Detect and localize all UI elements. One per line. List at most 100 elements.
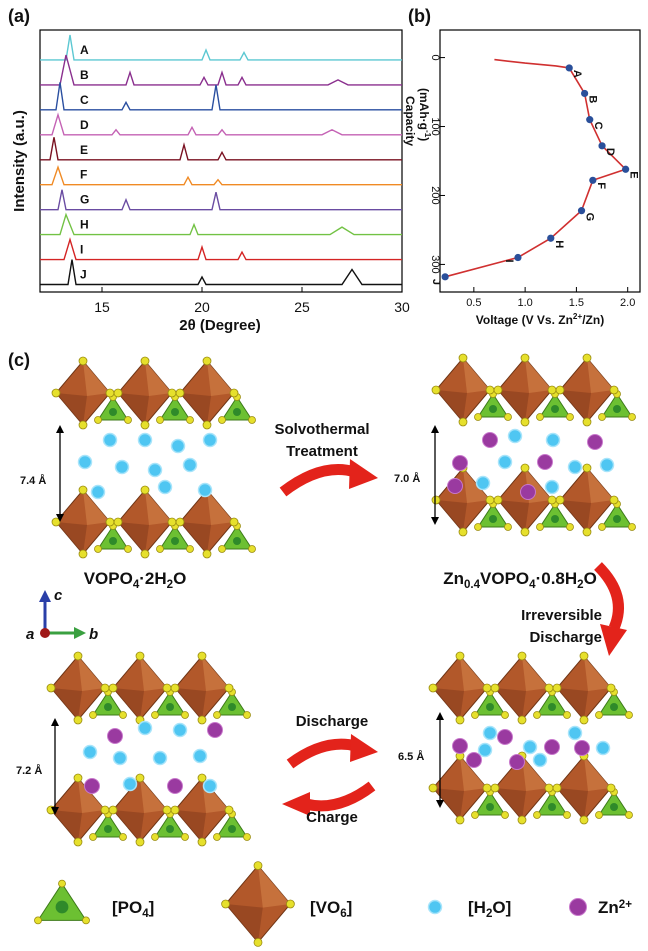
water bbox=[174, 724, 187, 737]
p-atom bbox=[613, 405, 621, 413]
oxygen-atom bbox=[596, 712, 603, 719]
vo6-facet bbox=[145, 490, 172, 525]
oxygen-atom bbox=[429, 684, 437, 692]
arrow-head bbox=[436, 712, 444, 720]
panel-label: (a) bbox=[8, 6, 30, 26]
y-axis-label: Intensity (a.u.) bbox=[11, 110, 28, 212]
water bbox=[597, 742, 610, 755]
p-atom bbox=[489, 405, 497, 413]
oxygen-atom bbox=[486, 496, 494, 504]
xrd-pattern bbox=[40, 35, 402, 60]
oxygen-atom bbox=[545, 784, 553, 792]
oxygen-atom bbox=[553, 684, 561, 692]
vo6-facet bbox=[51, 810, 82, 842]
xrd-pattern bbox=[40, 167, 402, 185]
vo6-facet bbox=[436, 500, 467, 532]
water bbox=[499, 456, 512, 469]
process-label: Treatment bbox=[286, 443, 358, 460]
oxygen-atom bbox=[599, 524, 606, 531]
vo6-facet bbox=[463, 358, 490, 393]
vo6-facet bbox=[202, 656, 229, 691]
water bbox=[114, 752, 127, 765]
oxygen-atom bbox=[106, 518, 114, 526]
arrow bbox=[290, 744, 356, 764]
vo6-facet bbox=[584, 756, 611, 791]
vo6-facet bbox=[525, 358, 552, 393]
zn-ion bbox=[498, 730, 513, 745]
zn-ion bbox=[448, 479, 463, 494]
water bbox=[172, 440, 185, 453]
oxygen-atom bbox=[502, 712, 509, 719]
point-label: I bbox=[503, 260, 515, 263]
text-part: VOPO bbox=[480, 569, 529, 588]
axis-letter: b bbox=[89, 626, 98, 643]
oxygen-atom bbox=[432, 496, 440, 504]
water bbox=[79, 456, 92, 469]
oxygen-atom bbox=[109, 806, 117, 814]
series-label: F bbox=[80, 168, 87, 182]
p-atom bbox=[551, 515, 559, 523]
oxygen-atom bbox=[494, 386, 502, 394]
zn-ion bbox=[453, 739, 468, 754]
oxygen-atom bbox=[472, 712, 479, 719]
oxygen-atom bbox=[502, 812, 509, 819]
oxygen-atom bbox=[456, 716, 464, 724]
oxygen-atom bbox=[168, 518, 176, 526]
a-axis bbox=[40, 628, 50, 638]
oxygen-atom bbox=[59, 880, 66, 887]
water bbox=[159, 481, 172, 494]
oxygen-atom bbox=[198, 716, 206, 724]
arrow-head bbox=[349, 459, 378, 489]
oxygen-atom bbox=[564, 812, 571, 819]
series-label: E bbox=[80, 143, 88, 157]
oxygen-atom bbox=[456, 652, 464, 660]
vo6-facet bbox=[226, 904, 263, 942]
zn-ion bbox=[510, 755, 525, 770]
oxygen-atom bbox=[610, 386, 618, 394]
text-part: ·0.8H bbox=[536, 569, 578, 588]
spacing-label: 7.0 Å bbox=[394, 472, 420, 485]
oxygen-atom bbox=[459, 418, 467, 426]
oxygen-atom bbox=[214, 712, 221, 719]
oxygen-atom bbox=[171, 806, 179, 814]
x-axis-label: Voltage (V Vs. Zn2+/Zn) bbox=[476, 312, 604, 327]
p-atom bbox=[171, 408, 179, 416]
text-part: Zn bbox=[443, 569, 464, 588]
zn-ion bbox=[108, 729, 123, 744]
vo6-facet bbox=[433, 688, 464, 720]
text-part: ] bbox=[347, 898, 353, 917]
p-atom bbox=[233, 537, 241, 545]
oxygen-atom bbox=[225, 684, 233, 692]
oxygen-atom bbox=[114, 518, 122, 526]
axis-triad: c a b bbox=[26, 587, 98, 643]
y-axis-label: Capacity bbox=[403, 96, 417, 146]
oxygen-atom bbox=[459, 528, 467, 536]
oxygen-atom bbox=[537, 414, 544, 421]
oxygen-atom bbox=[583, 418, 591, 426]
series-label: I bbox=[80, 243, 83, 257]
oxygen-atom bbox=[79, 421, 87, 429]
b-axis-head bbox=[74, 627, 86, 639]
panel-label: (b) bbox=[408, 6, 431, 26]
spacing-label: 6.5 Å bbox=[398, 750, 424, 763]
oxygen-atom bbox=[518, 716, 526, 724]
p-atom bbox=[56, 901, 69, 914]
x-tick-label: 1.0 bbox=[517, 297, 532, 309]
p-atom bbox=[486, 703, 494, 711]
vo6-facet bbox=[584, 656, 611, 691]
x-tick-label: 20 bbox=[194, 299, 210, 315]
p-atom bbox=[548, 703, 556, 711]
oxygen-atom bbox=[222, 900, 230, 908]
water bbox=[484, 727, 497, 740]
oxygen-atom bbox=[607, 684, 615, 692]
zn-ion bbox=[521, 485, 536, 500]
oxygen-atom bbox=[109, 684, 117, 692]
legend-label: [PO4] bbox=[112, 898, 154, 920]
oxygen-atom bbox=[90, 834, 97, 841]
oxygen-atom bbox=[483, 684, 491, 692]
series-label: G bbox=[80, 193, 89, 207]
series-label: C bbox=[80, 93, 89, 107]
text-part: [H bbox=[468, 898, 486, 917]
vo6-facet bbox=[145, 361, 172, 396]
oxygen-atom bbox=[521, 464, 529, 472]
